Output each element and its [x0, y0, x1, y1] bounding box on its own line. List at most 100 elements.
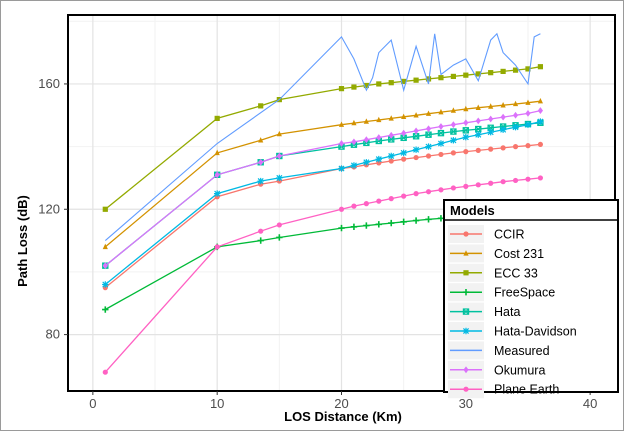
series-line-measured [104, 32, 541, 242]
data-point-okumura [525, 109, 531, 117]
data-point-cost-231 [363, 118, 369, 124]
data-point-hata-davidson [487, 128, 494, 136]
legend-item-label: Plane Earth [494, 383, 559, 397]
legend-item-freespace: FreeSpace [448, 283, 555, 302]
y-axis-label: Path Loss (dB) [15, 195, 30, 287]
data-point-ccir [413, 154, 419, 161]
data-point-ecc-33 [214, 115, 220, 121]
data-point-plane-earth [351, 203, 357, 209]
data-point-cost-231 [537, 97, 544, 104]
legend-key-marker [463, 386, 469, 392]
data-point-plane-earth [401, 193, 407, 199]
legend-item-label: Cost 231 [494, 247, 544, 261]
data-point-cost-231 [488, 103, 494, 109]
data-point-hata-davidson [338, 165, 345, 172]
x-tick-label: 30 [459, 396, 473, 411]
data-point-ecc-33 [258, 103, 264, 109]
legend-item-hata-davidson: Hata-Davidson [448, 322, 577, 340]
data-point-okumura [463, 119, 469, 127]
data-point-ecc-33 [488, 70, 494, 76]
data-point-plane-earth [276, 222, 282, 228]
x-axis-label: LOS Distance (Km) [284, 409, 402, 424]
data-point-hata-davidson [276, 174, 283, 182]
data-point-okumura [438, 123, 444, 130]
legend-key-marker [463, 366, 469, 374]
x-tick-label: 40 [583, 396, 597, 411]
legend-item-ecc-33: ECC 33 [448, 263, 538, 282]
data-point-cost-231 [214, 149, 220, 156]
data-point-plane-earth [475, 182, 481, 188]
data-point-hata-davidson [213, 190, 221, 197]
data-point-freespace [257, 237, 264, 244]
data-point-hata-davidson [499, 126, 507, 133]
data-point-ecc-33 [351, 84, 357, 90]
data-point-plane-earth [413, 191, 419, 197]
data-point-ccir [376, 160, 382, 166]
data-point-hata [388, 136, 395, 143]
data-point-cost-231 [425, 110, 432, 116]
data-point-ecc-33 [450, 73, 456, 80]
data-point-ecc-33 [102, 206, 108, 212]
data-point-plane-earth [102, 369, 108, 375]
data-point-hata-davidson [400, 149, 407, 157]
legend-item-label: Hata-Davidson [494, 325, 577, 339]
data-point-ecc-33 [500, 68, 506, 74]
data-point-okumura [276, 152, 282, 160]
legend-key-marker [462, 308, 470, 315]
data-point-cost-231 [388, 115, 394, 121]
data-point-hata-davidson [388, 152, 395, 160]
data-point-cost-231 [450, 107, 456, 113]
data-point-hata-davidson [450, 137, 457, 144]
data-point-ccir [401, 156, 407, 162]
data-point-ecc-33 [537, 64, 544, 70]
data-point-freespace [375, 221, 382, 228]
data-point-okumura [258, 158, 264, 166]
data-point-okumura [537, 107, 544, 114]
data-point-freespace [363, 222, 370, 229]
legend-item-label: Measured [494, 344, 550, 358]
data-point-hata-davidson [537, 118, 544, 125]
data-point-plane-earth [214, 244, 220, 250]
data-point-okumura [413, 127, 419, 135]
data-point-hata-davidson [425, 143, 432, 150]
legend-item-hata: Hata [448, 302, 520, 321]
data-point-okumura [376, 134, 382, 141]
data-point-plane-earth [512, 177, 519, 184]
legend-item-label: Hata [494, 305, 520, 319]
series-layer [102, 32, 544, 375]
legend-item-label: FreeSpace [494, 286, 555, 300]
data-point-plane-earth [500, 179, 506, 185]
y-tick-label: 160 [38, 76, 60, 91]
data-point-freespace [400, 218, 407, 225]
data-point-okumura [425, 125, 432, 133]
data-point-cost-231 [338, 121, 345, 127]
y-tick-label: 120 [38, 201, 60, 216]
data-point-ccir [425, 153, 432, 159]
data-point-ecc-33 [413, 77, 419, 83]
data-point-freespace [276, 234, 283, 241]
data-point-ecc-33 [363, 82, 369, 89]
data-point-cost-231 [512, 100, 519, 107]
data-point-okumura [475, 117, 481, 125]
legend-item-measured: Measured [448, 341, 550, 360]
data-point-hata-davidson [475, 131, 482, 138]
data-point-cost-231 [475, 104, 481, 110]
data-point-ccir [438, 151, 444, 158]
data-point-cost-231 [376, 116, 382, 123]
data-point-cost-231 [463, 105, 469, 112]
data-point-okumura [338, 140, 345, 147]
data-point-freespace [350, 223, 358, 231]
data-point-cost-231 [258, 137, 264, 143]
x-tick-label: 10 [210, 396, 224, 411]
data-point-okumura [388, 131, 394, 139]
legend-item-cost-231: Cost 231 [448, 244, 544, 263]
data-point-cost-231 [102, 243, 108, 250]
data-point-okumura [401, 129, 407, 137]
data-point-okumura [351, 138, 357, 146]
data-point-freespace [412, 217, 420, 224]
data-point-ccir [388, 158, 394, 164]
data-point-plane-earth [338, 206, 345, 212]
data-point-hata-davidson [257, 177, 264, 185]
